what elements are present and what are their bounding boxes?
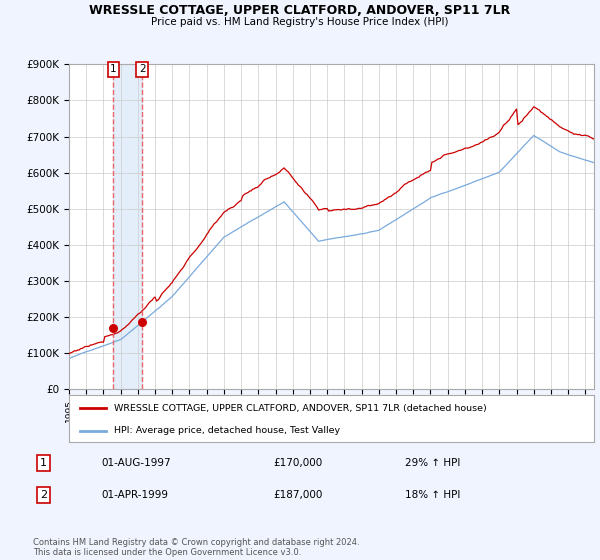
Text: Price paid vs. HM Land Registry's House Price Index (HPI): Price paid vs. HM Land Registry's House … [151, 17, 449, 27]
Point [137, 317, 147, 326]
Text: 2: 2 [40, 490, 47, 500]
Text: 2: 2 [139, 64, 145, 74]
Bar [113, 64, 142, 389]
Point [109, 323, 118, 332]
Text: WRESSLE COTTAGE, UPPER CLATFORD, ANDOVER, SP11 7LR: WRESSLE COTTAGE, UPPER CLATFORD, ANDOVER… [89, 4, 511, 17]
Text: 18% ↑ HPI: 18% ↑ HPI [406, 490, 461, 500]
Text: 1: 1 [110, 64, 117, 74]
Text: 01-AUG-1997: 01-AUG-1997 [102, 458, 172, 468]
Text: HPI: Average price, detached house, Test Valley: HPI: Average price, detached house, Test… [113, 426, 340, 435]
Text: 01-APR-1999: 01-APR-1999 [102, 490, 169, 500]
Text: £170,000: £170,000 [273, 458, 322, 468]
Text: 1: 1 [40, 458, 47, 468]
Text: WRESSLE COTTAGE, UPPER CLATFORD, ANDOVER, SP11 7LR (detached house): WRESSLE COTTAGE, UPPER CLATFORD, ANDOVER… [113, 404, 487, 413]
Text: 29% ↑ HPI: 29% ↑ HPI [406, 458, 461, 468]
Text: Contains HM Land Registry data © Crown copyright and database right 2024.
This d: Contains HM Land Registry data © Crown c… [33, 538, 359, 557]
Text: £187,000: £187,000 [273, 490, 322, 500]
